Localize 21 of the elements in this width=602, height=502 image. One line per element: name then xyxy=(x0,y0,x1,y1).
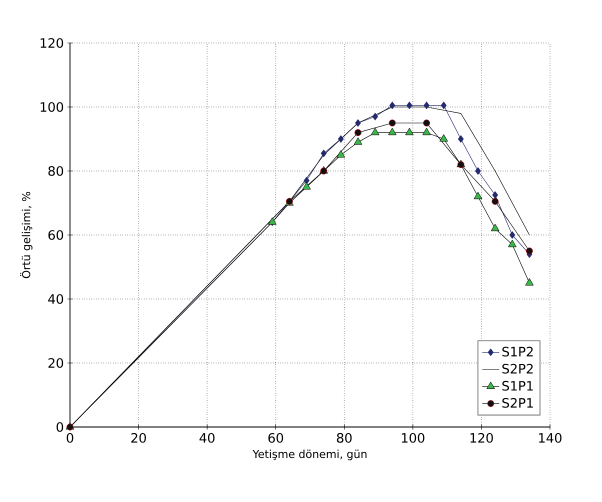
y-tick-label: 120 xyxy=(40,38,64,48)
y-tick-label: 100 xyxy=(40,102,64,112)
legend-label: S1P1 xyxy=(502,380,533,391)
x-tick-label: 120 xyxy=(470,433,493,443)
y-axis-title: Örtü gelişimi, % xyxy=(20,192,32,278)
legend-label: S1P2 xyxy=(502,346,533,357)
y-tick-label: 80 xyxy=(48,166,64,176)
legend-label: S2P1 xyxy=(502,398,533,408)
x-tick-label: 20 xyxy=(131,433,146,443)
y-tick-label: 60 xyxy=(48,230,64,240)
x-tick-label: 0 xyxy=(66,433,74,443)
y-tick-label: 0 xyxy=(56,422,64,432)
x-tick-label: 140 xyxy=(539,433,562,443)
x-tick-label: 80 xyxy=(336,433,352,443)
x-tick-label: 60 xyxy=(268,433,284,443)
y-tick-label: 40 xyxy=(48,294,64,304)
x-tick-label: 40 xyxy=(200,433,215,443)
x-axis-title: Yetişme dönemi, gün xyxy=(252,450,366,460)
y-tick-label: 20 xyxy=(48,358,64,368)
x-tick-label: 100 xyxy=(402,433,424,443)
legend-label: S2P2 xyxy=(502,364,533,374)
